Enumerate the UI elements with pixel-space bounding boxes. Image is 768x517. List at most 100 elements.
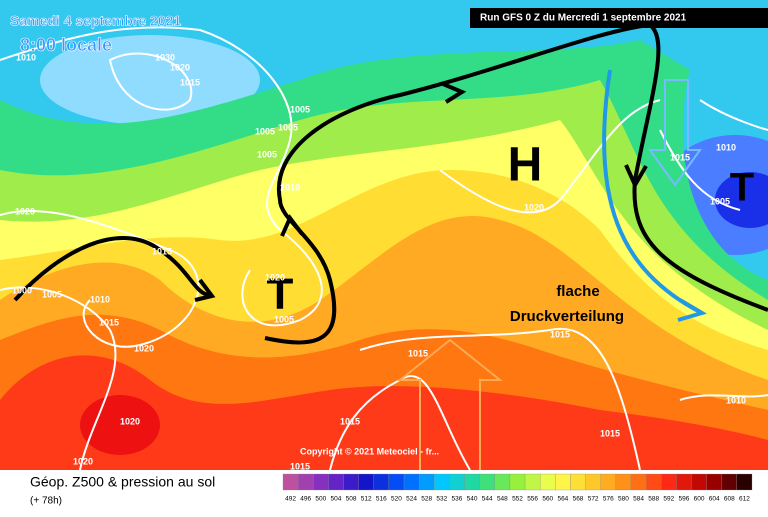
- scale-cell: [419, 473, 435, 491]
- run-label: Run GFS 0 Z du Mercredi 1 septembre 2021: [480, 13, 687, 24]
- field-cold: [40, 35, 260, 125]
- isobar: [359, 327, 641, 471]
- isobar-label: 1005: [255, 126, 275, 136]
- annotation: Druckverteilung: [510, 308, 624, 325]
- isobar-label: 1015: [290, 461, 310, 471]
- scale-label: 556: [527, 496, 538, 503]
- scale-label: 524: [406, 496, 417, 503]
- color-scale: 492 496 500 504 508 512 516 520 524 528 532 536 540 5…: [282, 473, 753, 503]
- isobar-label: 1010: [16, 52, 36, 62]
- scale-label: 504: [331, 496, 342, 503]
- isobar-label: 1020: [265, 272, 285, 282]
- scale-label: 608: [724, 496, 735, 503]
- scale-cell: [661, 473, 677, 491]
- blue-flow: [602, 69, 707, 322]
- scale-cell: [403, 473, 420, 491]
- scale-label: 536: [452, 496, 463, 503]
- arrowhead: [677, 298, 707, 322]
- isobar-label: 1005: [42, 289, 62, 299]
- scale-cell: [585, 473, 601, 491]
- scale-cell: [691, 473, 707, 491]
- copyright: Copyright © 2021 Meteociel - fr...: [300, 446, 439, 456]
- scale-label: 592: [663, 496, 674, 503]
- scale-label: 612: [739, 496, 750, 503]
- isobar-label: 1020: [134, 343, 154, 353]
- isobar-label: 1015: [152, 246, 172, 256]
- scale-label: 540: [467, 496, 478, 503]
- time-label: 8:00 locale: [20, 35, 112, 55]
- isobar-label: 1020: [524, 202, 544, 212]
- footer-title: Géop. Z500 & pression au sol: [30, 474, 215, 490]
- scale-label: 500: [315, 496, 326, 503]
- scale-cell: [524, 473, 541, 491]
- isobar-label: 1010: [716, 142, 736, 152]
- isobar-label: 1010: [280, 182, 300, 192]
- isobar-label: 1020: [120, 416, 140, 426]
- high-label: H: [508, 139, 543, 192]
- scale-cell: [736, 473, 753, 491]
- isobar-label: 1010: [90, 294, 110, 304]
- scale-cell: [540, 473, 556, 491]
- scale-cell: [464, 473, 480, 491]
- scale-cell: [434, 473, 450, 491]
- low-label: T: [730, 166, 754, 210]
- isobar-label: 1020: [170, 62, 190, 72]
- scale-label: 596: [678, 496, 689, 503]
- scale-label: 572: [588, 496, 599, 503]
- low-label: T: [267, 270, 294, 319]
- isobar-label: 1015: [600, 428, 620, 438]
- scale-cell: [645, 473, 662, 491]
- scale-cell: [570, 473, 586, 491]
- isobar-label: 1005: [257, 149, 277, 159]
- scale-label: 560: [542, 496, 553, 503]
- isobar: [659, 99, 768, 211]
- isobar-label: 1015: [670, 152, 690, 162]
- flow-line: [13, 236, 211, 302]
- isobar-labels: 1010 103010201015100510051005100510101020…: [12, 52, 746, 471]
- isobar-label: 1015: [550, 329, 570, 339]
- field-low-core: [715, 172, 768, 228]
- footer-lead: (+ 78h): [30, 496, 62, 507]
- isobar-label: 1020: [15, 206, 35, 216]
- isobar-label: 1020: [73, 456, 93, 466]
- scale-cell: [388, 473, 405, 491]
- isobar: [679, 394, 768, 401]
- flow-line: [602, 69, 701, 314]
- date-label: Samedi 4 septembre 2021: [10, 13, 181, 29]
- scale-label: 532: [436, 496, 447, 503]
- scale-label: 492: [285, 496, 296, 503]
- isobar-label: 1015: [99, 317, 119, 327]
- isobar-label: 1005: [290, 104, 310, 114]
- scale-label: 512: [361, 496, 372, 503]
- field-band: [0, 355, 768, 470]
- scale-label: 552: [512, 496, 523, 503]
- outline-arrow: [648, 79, 702, 187]
- arrowhead: [442, 82, 467, 104]
- scale-cell: [721, 473, 738, 491]
- scale-label: 580: [618, 496, 629, 503]
- scale-label: 568: [573, 496, 584, 503]
- scale-cell: [297, 473, 314, 491]
- scale-label: 600: [694, 496, 705, 503]
- isobar: [439, 99, 661, 214]
- scale-label: 496: [300, 496, 311, 503]
- scale-label: 548: [497, 496, 508, 503]
- outline-arrow: [397, 338, 503, 470]
- scale-cell: [615, 473, 632, 491]
- isobar-label: 1005: [278, 122, 298, 132]
- scale-label: 604: [709, 496, 720, 503]
- scale-label: 516: [376, 496, 387, 503]
- scale-cell: [373, 473, 390, 491]
- scale-cell: [630, 473, 647, 491]
- isobar-label: 1005: [274, 314, 294, 324]
- isobar-label: 1015: [340, 416, 360, 426]
- scale-label: 508: [346, 496, 357, 503]
- scale-cell: [706, 473, 722, 491]
- isobar: [108, 52, 193, 111]
- isobar-label: 1000: [12, 285, 32, 295]
- isobar-label: 1015: [180, 77, 200, 87]
- scale-cell: [313, 473, 329, 491]
- scale-label: 576: [603, 496, 614, 503]
- scale-cell: [676, 473, 692, 491]
